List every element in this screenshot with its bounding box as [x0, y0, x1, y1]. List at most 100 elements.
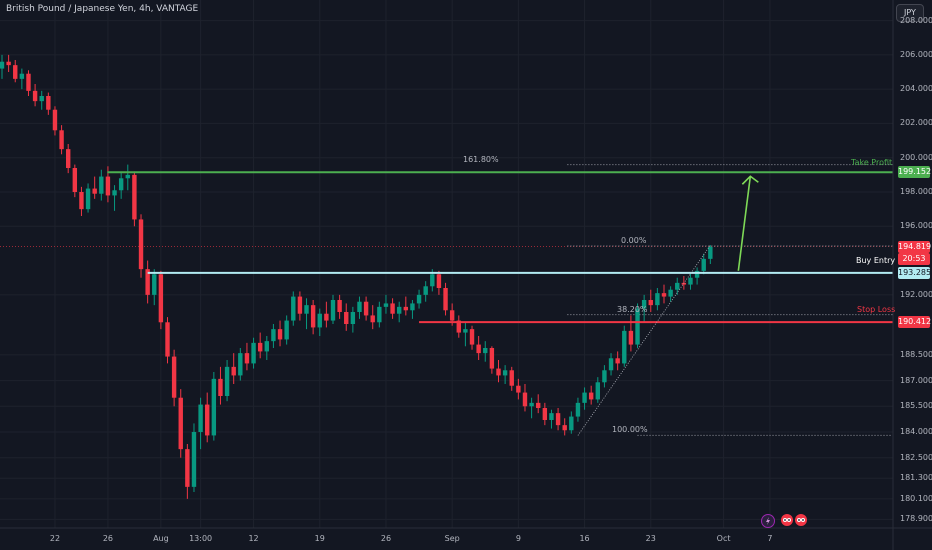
candle [397, 301, 402, 323]
candle-body [125, 174, 130, 179]
candle [251, 337, 256, 369]
time-tick-label: 22 [49, 534, 61, 543]
candle [708, 245, 713, 264]
candle-body [6, 61, 11, 66]
candle-body [622, 330, 627, 364]
candle [118, 171, 124, 199]
candle-body [52, 109, 58, 131]
candle [191, 423, 197, 492]
eyes-icon-2[interactable] [795, 514, 807, 526]
candle-body [383, 303, 389, 307]
candle [668, 286, 673, 302]
candle [211, 372, 217, 441]
candle-body [145, 269, 150, 295]
candle [185, 444, 190, 499]
candle-body [284, 320, 289, 340]
candle-body [655, 293, 660, 306]
candle [688, 272, 693, 290]
candle [271, 324, 276, 348]
candle [675, 277, 680, 295]
time-tick-label: 16 [579, 534, 590, 543]
fib-label: 0.00% [621, 236, 647, 245]
time-tick-label: 19 [314, 534, 325, 543]
candle [52, 106, 58, 136]
candle-body [357, 301, 362, 312]
candle-body [615, 358, 620, 364]
candle-body [430, 274, 435, 287]
time-tick-label: 13:00 [189, 534, 213, 543]
candle [562, 418, 567, 436]
candle-body [423, 286, 428, 295]
candle-body [509, 370, 514, 386]
candle [463, 322, 468, 347]
candle-body [185, 449, 190, 487]
candle-body [648, 300, 653, 306]
candle-body [350, 312, 356, 324]
candle-body [297, 296, 303, 314]
candle-body [502, 370, 508, 376]
candle [284, 315, 289, 345]
candle-body [410, 303, 415, 311]
candle-body [224, 366, 230, 396]
candle-body [476, 344, 481, 354]
candle [542, 402, 548, 426]
candle [595, 377, 600, 403]
candle [277, 320, 283, 347]
price-tick-label: 208.000 [900, 15, 932, 25]
candle-body [92, 188, 97, 194]
candle [205, 392, 210, 443]
candle [377, 301, 382, 328]
candle [337, 294, 342, 319]
stop-loss-label: Stop Loss [857, 305, 896, 314]
price-tick-label: 200.000 [900, 152, 932, 162]
price-tick-label: 185.500 [900, 401, 932, 411]
candle [99, 169, 104, 201]
candle-body [59, 130, 64, 150]
candle-body [291, 296, 296, 321]
fib-label: 161.80% [463, 154, 499, 164]
candle-body [582, 392, 587, 403]
candle-body [390, 303, 395, 314]
drawings [107, 171, 893, 436]
price-tick-label: 206.000 [900, 49, 932, 59]
candle [92, 176, 97, 199]
candle [59, 125, 64, 155]
candle-body [264, 341, 269, 352]
candle-body [324, 313, 329, 321]
candle-body [555, 413, 561, 426]
eyes-icon[interactable] [781, 514, 793, 526]
lightning-icon[interactable] [761, 514, 775, 528]
time-tick-label: Aug [153, 534, 169, 543]
candle [476, 336, 481, 360]
candle-body [32, 90, 38, 102]
candle [370, 305, 375, 330]
candle [264, 336, 269, 360]
candle [469, 325, 475, 350]
candle [694, 267, 700, 285]
candle [324, 301, 329, 328]
candle [443, 282, 448, 316]
candle [231, 353, 236, 384]
candle-body [317, 313, 322, 328]
candle [357, 296, 362, 319]
candle-body [238, 353, 243, 376]
candle [6, 54, 11, 72]
time-tick-label: Oct [716, 534, 731, 543]
candle [158, 270, 164, 330]
candle [635, 303, 640, 348]
candle-body [449, 310, 455, 321]
time-tick-label: Sep [444, 534, 460, 543]
candle [390, 298, 395, 319]
candle [132, 171, 137, 227]
candle [178, 389, 183, 458]
fib-label: 38.20% [617, 304, 648, 314]
candle [13, 60, 18, 83]
candle-body [152, 274, 157, 295]
candle [304, 298, 309, 330]
candle-body [569, 416, 574, 431]
currency-button[interactable]: JPY [896, 4, 924, 22]
price-tick-label: 188.500 [900, 349, 932, 359]
price-tick-label: 178.900 [900, 514, 932, 524]
candle-body [310, 305, 316, 328]
